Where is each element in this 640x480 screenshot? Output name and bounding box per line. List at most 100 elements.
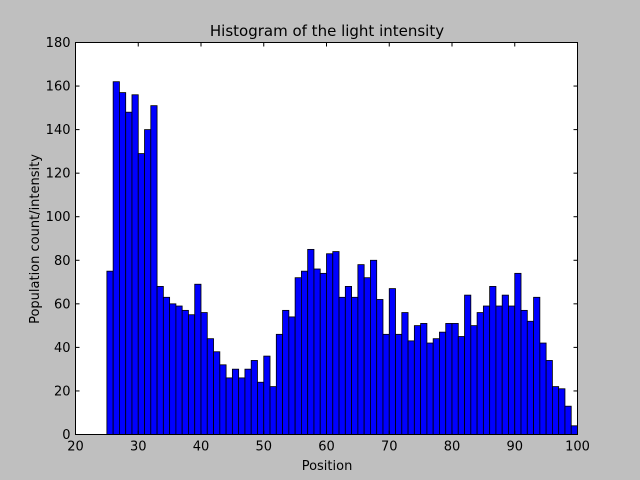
histogram-bar xyxy=(219,364,227,435)
histogram-bar xyxy=(106,270,114,435)
histogram-bar xyxy=(150,105,158,435)
histogram-bar xyxy=(520,309,528,435)
y-tick-label: 40 xyxy=(54,341,71,356)
histogram-bar xyxy=(206,338,214,435)
histogram-bar xyxy=(570,425,578,435)
histogram-bar xyxy=(244,368,252,435)
histogram-bar xyxy=(388,288,396,435)
histogram-bar xyxy=(457,336,465,435)
x-tick-label: 90 xyxy=(506,440,523,455)
x-tick-label: 20 xyxy=(67,440,84,455)
histogram-bar xyxy=(263,355,271,435)
histogram-bar xyxy=(162,296,171,435)
histogram-bar xyxy=(269,386,277,435)
plot-frame xyxy=(75,42,578,435)
y-tick-label: 0 xyxy=(62,428,70,443)
histogram-bar xyxy=(326,253,334,435)
histogram-bar xyxy=(545,360,553,435)
histogram-bar xyxy=(294,277,302,435)
histogram-bar xyxy=(357,264,365,435)
histogram-bar xyxy=(370,259,378,435)
histogram-bar xyxy=(300,270,309,435)
histogram-bar xyxy=(407,340,415,435)
histogram-bar xyxy=(482,305,491,435)
histogram-bar xyxy=(501,294,509,435)
x-tick-label: 70 xyxy=(381,440,398,455)
histogram-bar xyxy=(144,129,152,435)
histogram-bar xyxy=(401,312,409,435)
histogram-bar xyxy=(552,386,560,435)
histogram-bar xyxy=(250,360,258,435)
histogram-bar xyxy=(470,325,478,435)
histogram-bar xyxy=(489,286,497,435)
x-tick-label: 100 xyxy=(565,440,590,455)
histogram-bar xyxy=(363,277,371,435)
histogram-bar xyxy=(181,309,189,435)
y-tick-label: 80 xyxy=(54,254,71,269)
x-tick-label: 80 xyxy=(444,440,461,455)
histogram-bar xyxy=(445,323,453,435)
histogram-bar xyxy=(194,283,202,435)
histogram-bar xyxy=(319,272,327,435)
x-tick-label: 40 xyxy=(193,440,210,455)
y-tick-label: 160 xyxy=(46,80,71,95)
histogram-bar xyxy=(464,294,472,435)
histogram-bar xyxy=(169,303,177,435)
histogram-bar xyxy=(238,377,246,435)
histogram-bar xyxy=(332,251,340,435)
histogram-bar xyxy=(514,272,522,435)
x-axis-label: Position xyxy=(302,459,353,474)
histogram-bar xyxy=(338,296,346,435)
x-tick-label: 60 xyxy=(318,440,335,455)
y-tick-label: 180 xyxy=(46,36,71,51)
y-tick-label: 20 xyxy=(54,384,71,399)
x-ticks-group: 20 30 40 50 60 70 80 90 100 xyxy=(67,42,590,455)
y-ticks-group: 0 20 40 60 80 100 120 140 160 180 xyxy=(46,36,578,443)
histogram-bar xyxy=(451,323,459,435)
histogram-bar xyxy=(533,296,541,435)
histogram-bar xyxy=(376,299,384,435)
histogram-bar xyxy=(231,368,240,435)
histogram-bar xyxy=(131,94,139,435)
histogram-bar xyxy=(344,286,353,435)
histogram-bar xyxy=(413,325,422,435)
chart-title: Histogram of the light intensity xyxy=(210,22,444,40)
histogram-bar xyxy=(526,320,534,435)
y-tick-label: 140 xyxy=(46,123,71,138)
histogram-bar xyxy=(351,296,359,435)
histogram-bar xyxy=(112,81,120,435)
histogram-bar xyxy=(558,388,566,435)
histogram-bar xyxy=(175,305,183,435)
histogram-bar xyxy=(476,312,484,435)
x-tick-label: 50 xyxy=(255,440,272,455)
histogram-bar xyxy=(137,153,145,435)
histogram-bar xyxy=(156,286,164,435)
histogram-bar xyxy=(539,342,547,435)
histogram-bar xyxy=(275,333,283,435)
histogram-bar xyxy=(188,314,196,435)
histogram-bar xyxy=(313,268,321,435)
histogram-bar xyxy=(508,305,516,435)
y-tick-label: 60 xyxy=(54,297,71,312)
histogram-bar xyxy=(432,338,440,435)
histogram-bar xyxy=(382,333,390,435)
histogram-bar xyxy=(213,351,221,435)
histogram-bar xyxy=(257,381,265,435)
histogram-bar xyxy=(225,377,233,435)
y-tick-label: 120 xyxy=(46,167,71,182)
histogram-bar xyxy=(288,316,296,435)
histogram-bar xyxy=(307,248,315,435)
y-axis-label: Population count/intensity xyxy=(28,154,43,324)
histogram-bar xyxy=(420,323,428,435)
histogram-bar xyxy=(395,333,403,435)
histogram-bar xyxy=(564,405,572,435)
histogram-bar xyxy=(282,309,290,435)
histogram-bar xyxy=(439,331,447,435)
histogram-bar xyxy=(495,305,503,435)
histogram-bar xyxy=(200,312,208,435)
histogram-bar xyxy=(125,111,133,435)
histogram-bar xyxy=(119,92,127,435)
histogram-bar xyxy=(426,342,434,435)
y-tick-label: 100 xyxy=(46,210,71,225)
